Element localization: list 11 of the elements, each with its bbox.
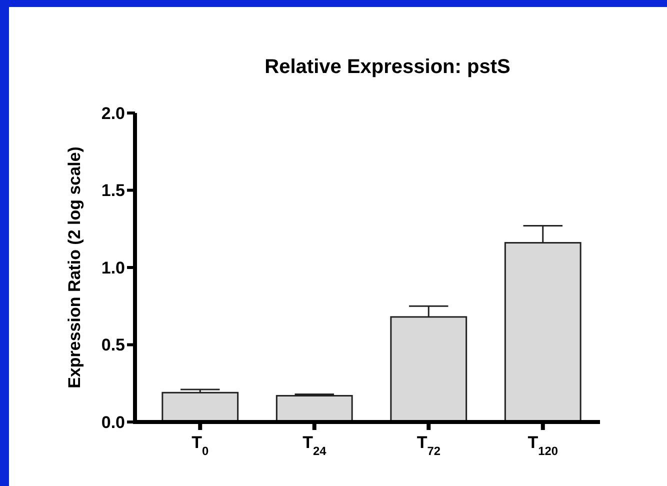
y-tick-label: 0.5 (101, 336, 125, 355)
x-tick-label: T$_{24}$ (302, 433, 327, 458)
y-axis-title: Expression Ratio (2 log scale) (65, 146, 84, 388)
y-tick-label: 1.0 (101, 258, 125, 278)
x-tick-label: T$_{0}$ (192, 433, 210, 458)
x-tick-label: T$_{72}$ (416, 433, 441, 458)
y-tick-label: 2.0 (101, 104, 125, 123)
y-tick-label: 1.5 (101, 181, 125, 200)
y-tick-label: 0.0 (101, 412, 125, 432)
x-tick-label: T$_{120}$ (528, 433, 558, 458)
chart-title: Relative Expression: pstS (264, 56, 510, 78)
